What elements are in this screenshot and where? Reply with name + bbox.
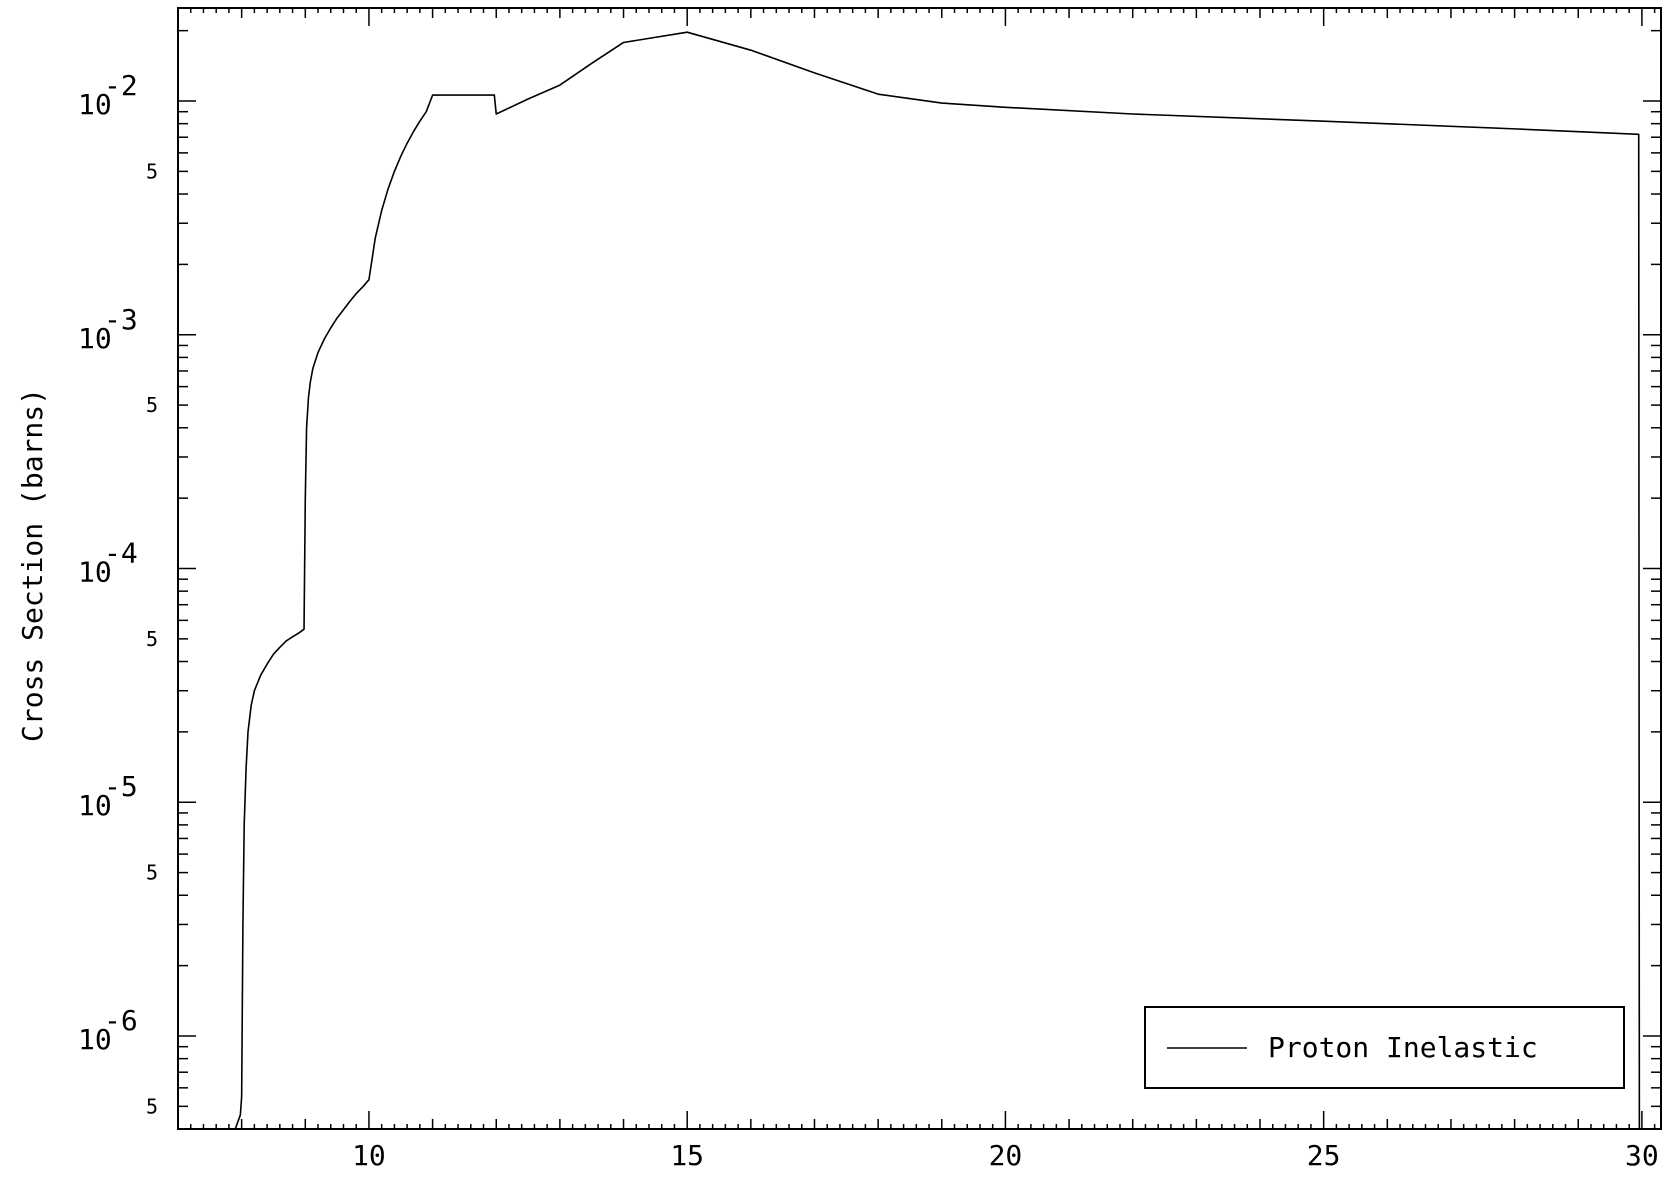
legend: Proton Inelastic xyxy=(1144,1006,1625,1089)
plot-border xyxy=(177,7,1662,1130)
y-tick-exponent: -4 xyxy=(104,537,138,570)
y-tick-base: 10 xyxy=(78,789,112,822)
y-tick-base: 10 xyxy=(78,322,112,355)
x-tick-label: 15 xyxy=(670,1139,704,1172)
y-tick-label: 10 xyxy=(78,1023,112,1056)
y-tick-exponent: -3 xyxy=(104,303,138,336)
y-tick-exponent: -2 xyxy=(104,69,138,102)
y-minor-tick-label: 5 xyxy=(146,1094,158,1118)
plot-frame xyxy=(177,7,1662,1130)
y-tick-label: 10 xyxy=(78,88,112,121)
axis-ticks xyxy=(177,8,1661,1130)
y-tick-exponent: -5 xyxy=(104,770,138,803)
series-line-proton-inelastic xyxy=(234,31,1641,1130)
series-layer xyxy=(234,31,1641,1130)
y-tick-base: 10 xyxy=(78,88,112,121)
y-tick-label: 10 xyxy=(78,322,112,355)
y-axis-title: Cross Section (barns) xyxy=(16,388,49,742)
y-minor-tick-label: 5 xyxy=(146,627,158,651)
x-tick-label: 20 xyxy=(989,1139,1023,1172)
y-tick-exponent: -6 xyxy=(104,1004,138,1037)
y-minor-tick-label: 5 xyxy=(146,159,158,183)
y-tick-base: 10 xyxy=(78,556,112,589)
y-tick-label: 10 xyxy=(78,556,112,589)
y-tick-base: 10 xyxy=(78,1023,112,1056)
y-minor-tick-label: 5 xyxy=(146,393,158,417)
x-tick-label: 30 xyxy=(1625,1139,1659,1172)
y-tick-label: 10 xyxy=(78,789,112,822)
x-tick-label: 10 xyxy=(352,1139,386,1172)
legend-entry-label: Proton Inelastic xyxy=(1268,1031,1538,1064)
x-tick-label: 25 xyxy=(1307,1139,1341,1172)
y-minor-tick-label: 5 xyxy=(146,861,158,885)
